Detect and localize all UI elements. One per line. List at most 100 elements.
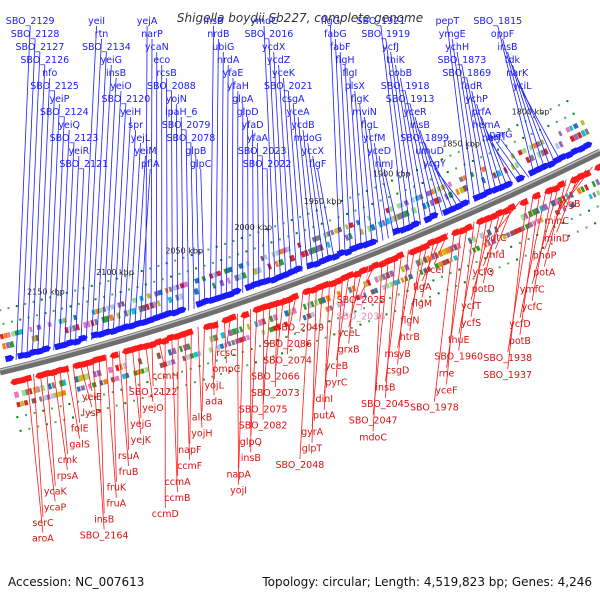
ring-dot [568,234,571,237]
forward-gene-label: yejA [137,16,158,27]
position-tick-label: 2000 kbp [234,223,272,232]
cog-category-block [558,140,564,148]
forward-gene-arrow [176,306,187,315]
cog-category-block [170,358,176,365]
forward-gene-label: narG [489,129,512,140]
reverse-leader [311,283,324,427]
cog-category-block [455,188,461,196]
ring-dot [585,226,588,229]
cog-category-block [28,326,33,333]
reverse-gene-label: SBO_2049 [275,323,324,334]
ring-dot [146,381,149,384]
cog-category-block [410,206,418,215]
cog-category-block [576,187,583,195]
cog-category-block [528,154,536,162]
forward-leader [58,129,70,349]
cog-category-block [471,235,477,243]
ring-dot [7,307,10,310]
forward-leader [476,103,503,190]
reverse-gene-label: ycaP [44,502,67,513]
forward-leader [419,129,449,214]
cog-category-block [140,368,145,374]
ring-dot [371,202,374,205]
reverse-leader [409,244,422,332]
reverse-leader [434,230,455,402]
cog-category-block [40,384,46,392]
forward-gene-label: yccX [301,146,324,157]
reverse-leader [397,249,409,365]
reverse-gene-label: ycfT [461,301,481,312]
reverse-gene-label: serC [32,518,54,529]
cog-category-block [306,301,313,309]
reverse-leader [72,363,81,423]
forward-gene-label: SBO_2123 [50,133,99,144]
reverse-leader [287,292,297,338]
reverse-gene-label: SBO_1938 [483,353,532,364]
ring-dot [153,280,156,283]
forward-gene-label: ycgY [423,159,446,170]
forward-gene-label: SBO_2129 [6,16,55,27]
forward-leader [495,141,524,181]
ring-dot [332,203,335,206]
cog-category-block [174,294,180,301]
forward-leader [521,90,562,163]
cog-category-block [449,256,454,263]
forward-gene-label: glpC [190,159,212,170]
reverse-gene-label: ccmF [177,461,202,472]
ring-dot [274,225,277,228]
cog-category-block [139,295,144,302]
reverse-leader [177,332,179,477]
ring-dot [329,219,332,222]
ring-dot [562,222,565,224]
ring-dot [215,245,218,248]
ring-dot [37,425,40,428]
reverse-gene-leaders [26,166,593,533]
ring-dot [420,299,423,302]
cog-category-block [28,388,33,395]
forward-gene-label: yeiG [101,55,122,66]
forward-gene-label: SBO_2124 [40,107,89,118]
reverse-leader [223,318,227,364]
position-tick-label: 1850 kbp [442,140,480,149]
forward-gene-label: SBO_2078 [167,133,216,144]
forward-leader [80,25,97,343]
forward-leader [369,129,384,241]
cog-category-block [101,316,107,324]
ring-dot [516,124,519,127]
reverse-leader [519,191,541,336]
reverse-leader [409,241,429,315]
forward-gene-label: yeiQ [58,120,80,131]
forward-leader [107,90,122,336]
reverse-gene-label: ymfC [520,285,545,296]
forward-leader [180,116,184,313]
forward-gene-label: ymdC [250,16,278,27]
forward-leader [354,90,368,248]
forward-leader [112,103,127,334]
ring-dot [467,264,469,267]
cog-category-block [183,281,189,288]
forward-leader [185,129,190,311]
cog-category-block [396,278,401,285]
reverse-leader [151,341,154,387]
cog-category-block [31,335,37,343]
reverse-gene-arrow [165,333,175,342]
forward-gene-label: ymgE [439,29,466,40]
cog-category-block [458,186,466,194]
cog-category-block [241,271,247,279]
reverse-leader [201,324,205,412]
forward-gene-label: SBO_2088 [147,81,196,92]
forward-leader [170,90,173,316]
reverse-leader [507,198,528,370]
reverse-leader [226,315,232,347]
forward-gene-label: yeiP [49,94,69,105]
ring-dot [507,128,510,131]
cog-category-block [144,366,150,373]
cog-category-block [414,195,420,202]
ring-dot [211,375,214,378]
forward-gene-label: mviN [352,107,377,118]
forward-leader [385,38,411,230]
cog-category-block [302,314,307,321]
forward-gene-label: glpD [237,107,259,118]
forward-gene-label: rcsB [156,68,176,79]
